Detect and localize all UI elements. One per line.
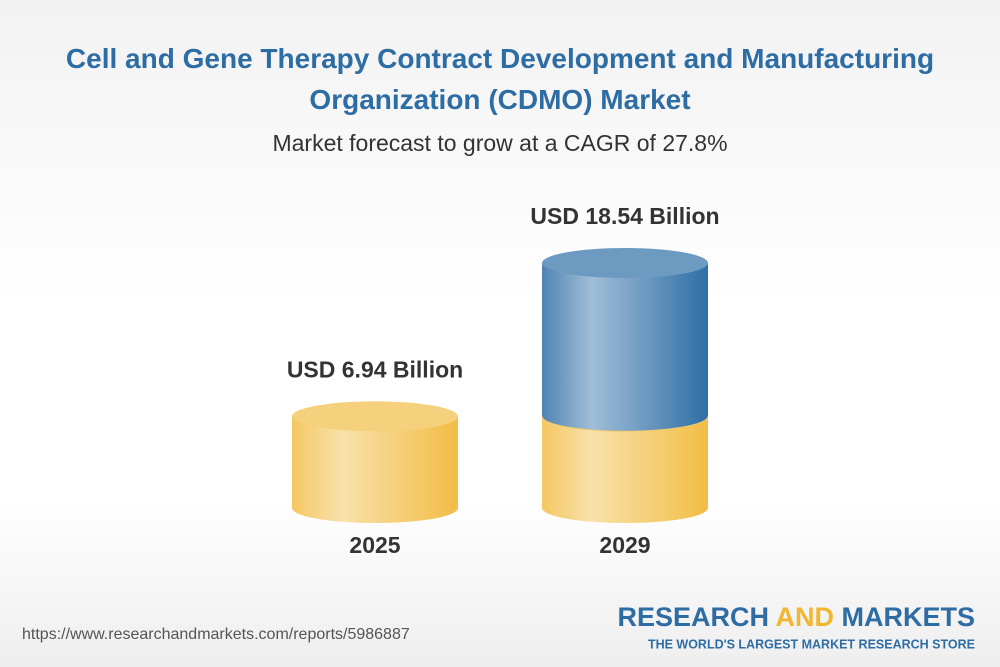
cylinder-body [542, 416, 708, 523]
x-tick-label: 2029 [599, 532, 650, 558]
cylinder-body [542, 263, 708, 432]
logo-word: MARKETS [842, 602, 976, 632]
cylinder-top [542, 248, 708, 278]
logo-word: AND [775, 602, 834, 632]
cylinder-body [292, 416, 458, 523]
chart-subtitle: Market forecast to grow at a CAGR of 27.… [272, 130, 728, 156]
x-tick-label: 2025 [349, 532, 400, 558]
value-label: USD 18.54 Billion [530, 203, 719, 229]
source-url: https://www.researchandmarkets.com/repor… [22, 626, 410, 643]
logo: RESEARCH AND MARKETS [617, 602, 975, 632]
cylinder-top [292, 401, 458, 432]
logo-tagline: THE WORLD'S LARGEST MARKET RESEARCH STOR… [648, 637, 975, 651]
segment-edge [541, 416, 709, 432]
chart-title: Cell and Gene Therapy Contract Developme… [65, 43, 935, 115]
logo-word: RESEARCH [617, 602, 769, 632]
value-label: USD 6.94 Billion [287, 356, 463, 382]
